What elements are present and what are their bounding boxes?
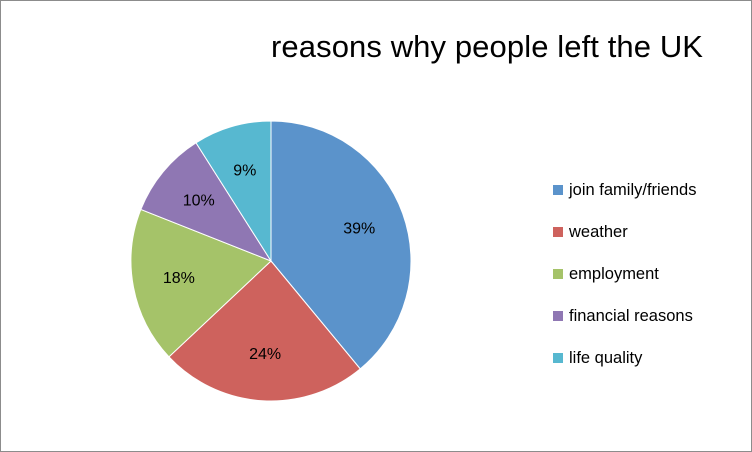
legend-label: financial reasons bbox=[569, 306, 693, 325]
data-label: 10% bbox=[183, 193, 215, 210]
legend-label: join family/friends bbox=[569, 180, 697, 199]
pie-slice-employment bbox=[130, 208, 272, 358]
pie-slices bbox=[130, 120, 412, 402]
legend-swatch bbox=[553, 185, 563, 195]
legend-swatch bbox=[553, 269, 563, 279]
chart-title: reasons why people left the UK bbox=[271, 29, 704, 64]
pie-slice-weather bbox=[168, 260, 361, 402]
legend-label: weather bbox=[569, 222, 628, 241]
pie-slice-life-quality bbox=[195, 120, 272, 263]
data-label: 24% bbox=[249, 346, 281, 363]
legend-label: life quality bbox=[569, 348, 643, 367]
data-label: 9% bbox=[233, 162, 256, 179]
legend-swatch bbox=[553, 227, 563, 237]
legend-label: employment bbox=[569, 264, 659, 283]
legend-swatch bbox=[553, 353, 563, 363]
legend: join family/friends weather employment f… bbox=[553, 169, 696, 379]
legend-swatch bbox=[553, 311, 563, 321]
legend-item-join-family-friends: join family/friends bbox=[553, 169, 696, 211]
pie-slice-financial-reasons bbox=[140, 142, 273, 263]
legend-item-life-quality: life quality bbox=[553, 337, 696, 379]
pie-data-labels: 39% 24% 18% 10% 9% bbox=[163, 162, 375, 363]
legend-item-weather: weather bbox=[553, 211, 696, 253]
legend-item-employment: employment bbox=[553, 253, 696, 295]
data-label: 39% bbox=[343, 221, 375, 238]
legend-item-financial-reasons: financial reasons bbox=[553, 295, 696, 337]
data-label: 18% bbox=[163, 270, 195, 287]
pie-slice-join-family-friends bbox=[270, 120, 412, 370]
